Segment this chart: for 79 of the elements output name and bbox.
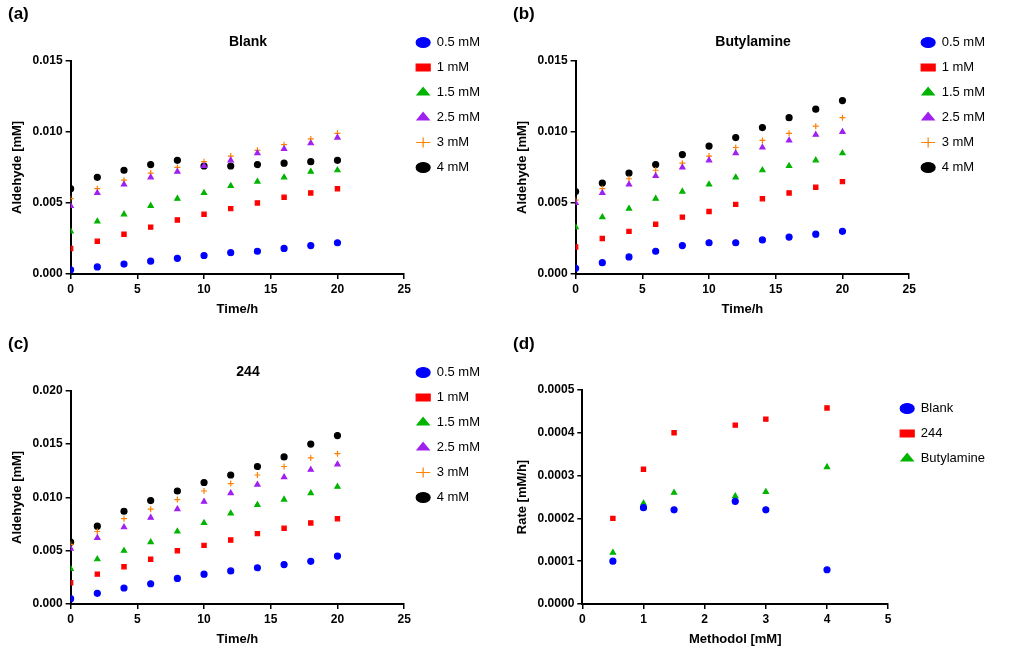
y-tick-label: 0.000	[32, 596, 63, 611]
x-tick-label: 4	[823, 611, 831, 626]
x-tick-label: 10	[197, 281, 212, 296]
legend-label: Blank	[920, 400, 954, 416]
x-tick-label: 15	[769, 281, 783, 296]
y-tick-label: 0.0002	[537, 510, 575, 525]
legend-label: Butylamine	[920, 450, 985, 466]
x-tick-label: 3	[762, 611, 770, 626]
legend-label: 4 mM	[436, 489, 470, 505]
x-tick-label: 0	[572, 281, 580, 296]
x-tick-label: 5	[638, 281, 646, 296]
y-axis-title: Aldehyde [mM]	[9, 120, 25, 214]
legend-label: 4 mM	[941, 159, 975, 175]
text: (a)	[8, 4, 29, 24]
y-tick-label: 0.010	[32, 489, 63, 504]
x-tick-label: 15	[264, 611, 278, 626]
x-axis-title: Time/h	[216, 630, 259, 646]
legend-label: 1 mM	[436, 59, 470, 75]
x-tick-label: 0	[578, 611, 586, 626]
y-tick-label: 0.010	[32, 124, 63, 139]
legend-label: 3 mM	[941, 134, 975, 150]
y-axis-title: Aldehyde [mM]	[9, 450, 25, 544]
chart-title: 244	[236, 363, 260, 380]
y-axis-title: Rate [mM/h]	[514, 459, 530, 535]
x-tick-label: 10	[197, 611, 212, 626]
chart-title: Butylamine	[715, 33, 791, 50]
x-tick-label: 15	[264, 281, 278, 296]
x-tick-label: 5	[133, 281, 141, 296]
y-tick-label: 0.0003	[537, 467, 575, 482]
x-tick-label: 25	[397, 281, 412, 296]
x-tick-label: 25	[902, 281, 917, 296]
x-axis-title: Time/h	[721, 300, 764, 316]
legend-label: 1 mM	[436, 389, 470, 405]
x-tick-label: 25	[397, 611, 412, 626]
legend-label: 1.5 mM	[436, 84, 480, 100]
y-tick-label: 0.005	[537, 195, 568, 210]
legend-label: 1 mM	[941, 59, 975, 75]
x-tick-label: 1	[640, 611, 648, 626]
y-tick-label: 0.010	[537, 124, 568, 139]
y-tick-label: 0.005	[32, 195, 63, 210]
y-tick-label: 0.0005	[537, 382, 575, 397]
legend-label: 2.5 mM	[436, 439, 480, 455]
text: (d)	[513, 334, 535, 354]
legend-label: 244	[920, 425, 943, 441]
legend-label: 1.5 mM	[436, 414, 480, 430]
legend-label: 3 mM	[436, 134, 470, 150]
x-axis-title: Methodol [mM]	[689, 630, 782, 646]
legend-label: 1.5 mM	[941, 84, 985, 100]
y-tick-label: 0.000	[32, 266, 63, 281]
y-tick-label: 0.000	[537, 266, 568, 281]
x-axis-title: Time/h	[216, 300, 259, 316]
legend-label: 4 mM	[436, 159, 470, 175]
x-tick-label: 5	[133, 611, 141, 626]
legend-label: 0.5 mM	[941, 34, 985, 50]
y-tick-label: 0.0004	[537, 425, 575, 440]
text: (b)	[513, 4, 535, 24]
legend-label: 2.5 mM	[941, 109, 985, 125]
legend-label: 0.5 mM	[436, 364, 480, 380]
y-tick-label: 0.015	[32, 53, 63, 68]
x-tick-label: 10	[702, 281, 717, 296]
x-tick-label: 2	[701, 611, 709, 626]
x-tick-label: 20	[330, 611, 345, 626]
y-axis-title: Aldehyde [mM]	[514, 120, 530, 214]
x-tick-label: 0	[67, 611, 75, 626]
y-tick-label: 0.020	[32, 383, 63, 398]
text: (c)	[8, 334, 29, 354]
y-tick-label: 0.0000	[537, 596, 575, 611]
y-tick-label: 0.015	[537, 53, 568, 68]
legend-label: 0.5 mM	[436, 34, 480, 50]
legend-label: 2.5 mM	[436, 109, 480, 125]
chart-title: Blank	[228, 33, 268, 50]
x-tick-label: 0	[67, 281, 75, 296]
y-tick-label: 0.005	[32, 543, 63, 558]
y-tick-label: 0.015	[32, 436, 63, 451]
y-tick-label: 0.0001	[537, 553, 575, 568]
x-tick-label: 20	[835, 281, 850, 296]
x-tick-label: 5	[884, 611, 892, 626]
legend-label: 3 mM	[436, 464, 470, 480]
x-tick-label: 20	[330, 281, 345, 296]
